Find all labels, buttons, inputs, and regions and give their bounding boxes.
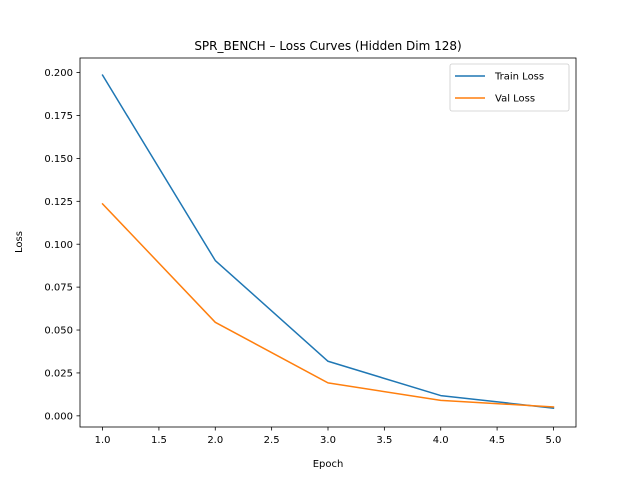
x-tick-label: 4.0 (433, 435, 449, 446)
y-axis-label: Loss (14, 231, 25, 253)
x-tick-label: 4.5 (489, 435, 505, 446)
x-tick-label: 5.0 (546, 435, 562, 446)
x-tick-label: 3.5 (376, 435, 392, 446)
y-tick-label: 0.175 (44, 111, 73, 122)
legend-label: Val Loss (495, 94, 535, 105)
x-tick-label: 1.5 (151, 435, 167, 446)
series-layer (101, 74, 555, 409)
x-tick-label: 2.0 (207, 435, 223, 446)
y-tick-label: 0.075 (44, 283, 73, 294)
x-tick-label: 2.5 (264, 435, 280, 446)
y-tick-label: 0.200 (44, 68, 73, 79)
y-tick-label: 0.150 (44, 154, 73, 165)
x-axis-label: Epoch (313, 459, 344, 470)
y-tick-label: 0.000 (44, 411, 73, 422)
legend-label: Train Loss (494, 72, 544, 83)
series-line-train-loss (101, 74, 555, 409)
y-axis-ticks: 0.000 0.025 0.050 0.075 0.100 0.125 0.150 0.175… (44, 68, 80, 422)
y-tick-label: 0.100 (44, 240, 73, 251)
x-tick-label: 3.0 (320, 435, 336, 446)
y-tick-label: 0.025 (44, 369, 73, 380)
x-axis-ticks: 1.0 1.5 2.0 2.5 3.0 3.5 4.0 4.5 5.0 (95, 427, 562, 446)
y-tick-label: 0.050 (44, 326, 73, 337)
y-tick-label: 0.125 (44, 197, 73, 208)
series-line-val-loss (101, 202, 555, 408)
legend: Train Loss Val Loss (449, 63, 570, 112)
chart-title: SPR_BENCH – Loss Curves (Hidden Dim 128) (194, 39, 461, 53)
x-tick-label: 1.0 (95, 435, 111, 446)
plot-area-frame (79, 57, 577, 428)
